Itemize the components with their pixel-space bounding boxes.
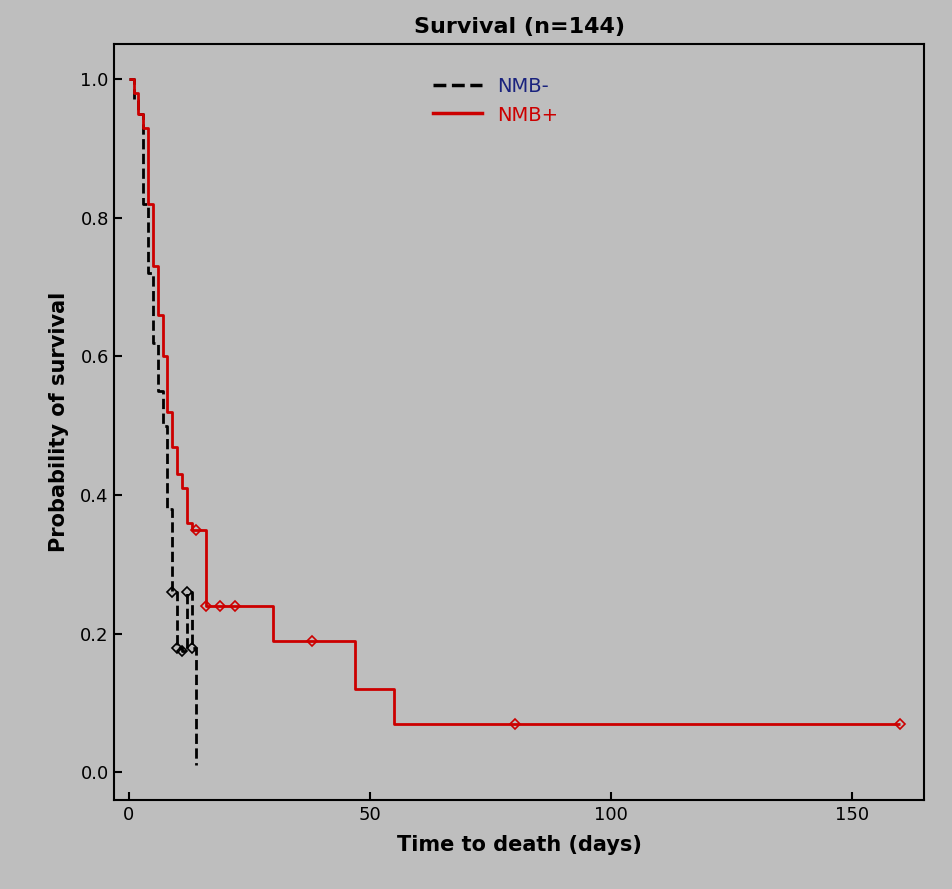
Y-axis label: Probability of survival: Probability of survival [50, 292, 69, 552]
X-axis label: Time to death (days): Time to death (days) [397, 835, 641, 854]
Title: Survival (n=144): Survival (n=144) [413, 18, 625, 37]
Legend: NMB-, NMB+: NMB-, NMB+ [432, 76, 558, 124]
